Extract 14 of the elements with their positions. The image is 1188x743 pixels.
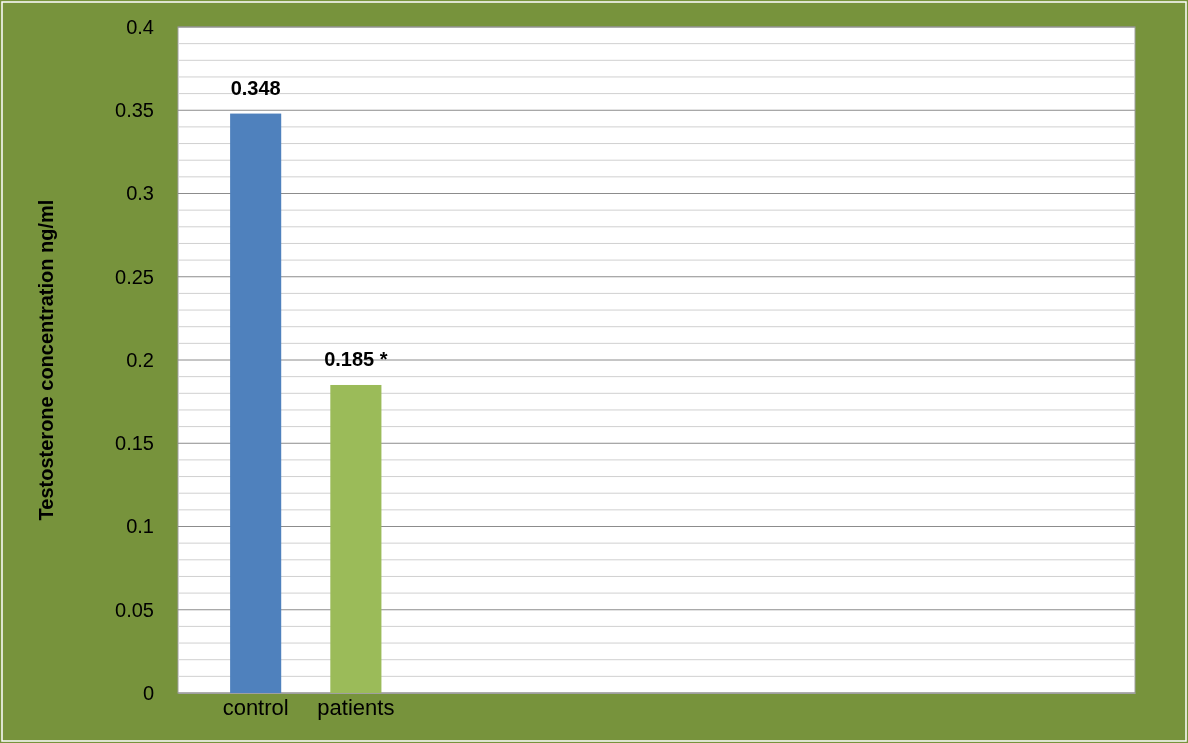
data-label: 0.185 *: [324, 347, 388, 370]
x-tick-label: patients: [317, 694, 395, 720]
y-tick-label: 0.4: [126, 15, 154, 38]
y-tick-label: 0.1: [126, 515, 154, 538]
y-tick-label: 0.25: [115, 265, 154, 288]
y-tick-label: 0.35: [115, 99, 154, 122]
y-tick-label: 0.3: [126, 182, 154, 205]
data-label: 0.348: [230, 76, 281, 99]
y-tick-label: 0.15: [115, 432, 154, 455]
y-tick-label: 0.2: [126, 348, 154, 371]
y-tick-label: 0: [142, 681, 154, 704]
x-tick-label: control: [222, 694, 289, 720]
y-axis-title: Testosterone concentration ng/ml: [35, 199, 57, 521]
y-tick-label: 0.05: [115, 598, 154, 621]
